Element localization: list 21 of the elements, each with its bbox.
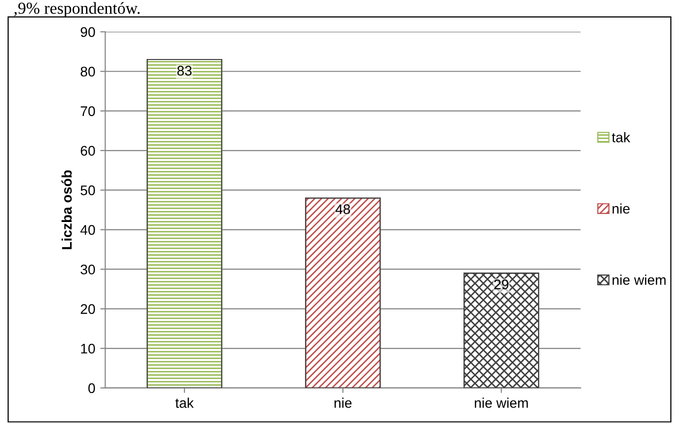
legend-label: tak <box>612 132 630 142</box>
y-tick-label: 30 <box>80 264 95 274</box>
legend-label: nie <box>612 203 630 214</box>
y-tick-label: 80 <box>80 66 95 77</box>
y-tick-label: 60 <box>80 146 95 156</box>
y-tick-label: 0 <box>88 383 95 394</box>
y-axis-title: Liczba osób <box>61 170 72 250</box>
legend-label: nie wiem <box>612 274 666 285</box>
data-label: 48 <box>335 204 350 214</box>
x-tick-label: tak <box>175 398 194 408</box>
data-label: 83 <box>177 66 192 76</box>
x-tick-label: nie wiem <box>474 398 528 408</box>
y-tick-label: 20 <box>80 304 95 314</box>
text: ,9% respondentów. <box>14 2 140 18</box>
data-label: 29 <box>494 280 508 290</box>
y-tick-label: 90 <box>80 27 95 37</box>
y-tick-label: 70 <box>80 106 95 116</box>
y-tick-label: 10 <box>81 344 95 354</box>
y-tick-label: 40 <box>80 225 95 235</box>
x-tick-label: nie <box>334 398 352 408</box>
y-tick-label: 50 <box>80 185 95 196</box>
